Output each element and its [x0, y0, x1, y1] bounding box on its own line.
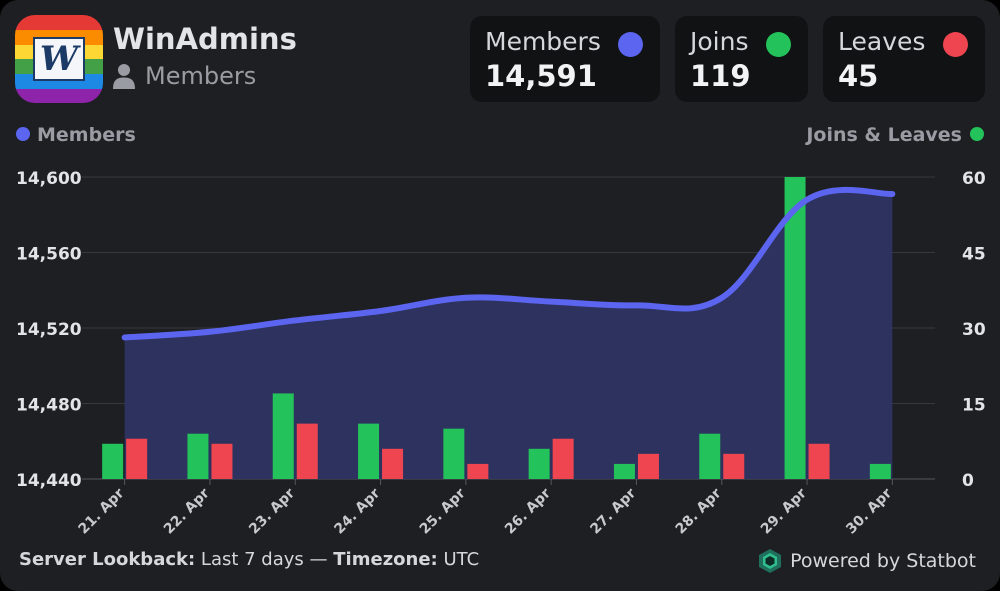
x-axis-tick-label: 24. Apr	[331, 485, 383, 537]
joins-bar	[102, 443, 124, 479]
joins-bar	[869, 463, 891, 479]
joins-bar	[784, 177, 806, 479]
page-subtitle: Members	[113, 60, 256, 92]
x-axis-tick-label: 28. Apr	[673, 485, 725, 537]
x-axis-tick-label: 21. Apr	[76, 485, 128, 537]
left-axis-tick-label: 14,520	[16, 320, 82, 340]
leaves-dot-icon	[943, 32, 968, 57]
legend-joins-leaves-marker	[970, 127, 984, 141]
leaves-bar	[296, 423, 318, 479]
joins-bar	[272, 393, 294, 479]
stat-leaves-label: Leaves	[838, 27, 926, 56]
x-axis-tick-label: 27. Apr	[587, 485, 639, 537]
members-area	[124, 189, 893, 479]
joins-bar	[187, 433, 209, 479]
user-icon	[113, 64, 135, 89]
legend-members-label: Members	[37, 124, 136, 146]
leaves-bar	[637, 453, 659, 479]
stat-leaves-value: 45	[838, 59, 879, 93]
x-axis-tick-label: 29. Apr	[758, 485, 810, 537]
x-axis-tick-label: 22. Apr	[161, 485, 213, 537]
x-axis-tick-label: 25. Apr	[417, 485, 469, 537]
right-axis-tick-label: 60	[962, 169, 986, 189]
joins-dot-icon	[766, 32, 791, 57]
powered-by-text: Powered by Statbot	[790, 550, 976, 572]
joins-bar	[358, 423, 380, 479]
joins-bar	[443, 428, 465, 479]
stat-members: Members 14,591	[470, 16, 660, 102]
left-axis-tick-label: 14,440	[16, 471, 82, 491]
members-chart: Members Joins & Leaves 14,440 14,480 14,520 1…	[16, 124, 986, 537]
leaves-bar	[808, 443, 830, 479]
leaves-bar	[467, 463, 489, 479]
left-axis-tick-label: 14,560	[16, 245, 82, 265]
x-axis-tick-label: 30. Apr	[843, 485, 895, 537]
footer-info: Server Lookback: Last 7 days — Timezone:…	[19, 549, 479, 570]
stat-members-value: 14,591	[485, 59, 597, 93]
left-axis-tick-label: 14,480	[16, 396, 82, 416]
x-axis-tick-label: 26. Apr	[502, 485, 554, 537]
footer-separator: —	[309, 549, 328, 570]
stat-joins: Joins 119	[675, 16, 808, 102]
powered-by[interactable]: Powered by Statbot	[758, 546, 976, 576]
legend-joins-leaves-label: Joins & Leaves	[804, 124, 962, 146]
right-axis-tick-label: 45	[962, 245, 986, 265]
leaves-bar	[723, 453, 745, 479]
right-axis-tick-label: 0	[962, 471, 974, 491]
stat-leaves: Leaves 45	[823, 16, 985, 102]
logo-mark: W	[33, 37, 85, 81]
members-dot-icon	[618, 32, 643, 57]
lookback-value: Last 7 days	[200, 549, 304, 570]
stat-joins-value: 119	[690, 59, 751, 93]
right-axis-tick-label: 30	[962, 320, 986, 340]
right-axis-tick-label: 15	[962, 396, 986, 416]
server-name: WinAdmins	[113, 22, 297, 56]
subtitle-label: Members	[145, 62, 257, 90]
x-axis-tick-label: 23. Apr	[246, 485, 298, 537]
leaves-bar	[382, 448, 404, 479]
statbot-logo-icon	[759, 549, 782, 573]
leaves-bar	[126, 438, 148, 479]
legend-members-marker	[16, 127, 30, 141]
stat-joins-label: Joins	[690, 27, 749, 56]
timezone-value: UTC	[443, 549, 480, 570]
server-logo: W	[15, 15, 103, 103]
leaves-bar	[552, 438, 574, 479]
joins-bar	[699, 433, 721, 479]
left-axis-tick-label: 14,600	[16, 169, 82, 189]
members-line	[121, 186, 896, 341]
leaves-bar	[211, 443, 233, 479]
lookback-label: Server Lookback:	[19, 549, 196, 570]
stat-members-label: Members	[485, 27, 601, 56]
timezone-label: Timezone:	[333, 549, 438, 570]
joins-bar	[613, 463, 635, 479]
joins-bar	[528, 448, 550, 479]
